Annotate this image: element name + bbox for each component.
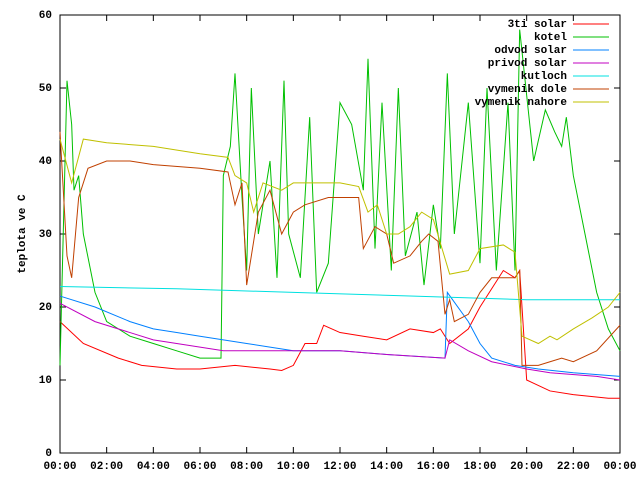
x-tick-label: 08:00 <box>230 461 263 473</box>
x-tick-label: 00:00 <box>603 461 636 473</box>
x-tick-label: 10:00 <box>277 461 310 473</box>
series-line <box>59 286 620 301</box>
y-tick-label: 10 <box>39 375 52 387</box>
x-tick-label: 20:00 <box>510 461 543 473</box>
y-tick-label: 60 <box>39 10 52 22</box>
legend-label: vymenik dole <box>488 84 568 96</box>
y-axis-label: teplota ve C <box>17 194 29 274</box>
series-line <box>59 302 621 381</box>
legend-label: kutloch <box>521 71 567 83</box>
x-tick-label: 06:00 <box>183 461 216 473</box>
legend-label: odvod solar <box>494 45 567 57</box>
legend-label: privod solar <box>488 58 567 70</box>
x-tick-label: 12:00 <box>323 461 356 473</box>
x-tick-label: 02:00 <box>90 461 123 473</box>
y-tick-label: 30 <box>39 229 52 241</box>
y-tick-label: 40 <box>39 156 52 168</box>
x-tick-label: 00:00 <box>43 461 76 473</box>
legend-label: 3ti solar <box>508 19 567 31</box>
x-tick-label: 18:00 <box>463 461 496 473</box>
x-tick-label: 14:00 <box>370 461 403 473</box>
legend-label: kotel <box>534 32 567 44</box>
x-tick-label: 04:00 <box>137 461 170 473</box>
series-line <box>59 29 621 366</box>
y-tick-label: 50 <box>39 83 52 95</box>
y-tick-label: 0 <box>45 448 52 460</box>
legend-label: vymenik nahore <box>475 97 568 109</box>
x-tick-label: 22:00 <box>557 461 590 473</box>
series-line <box>59 131 621 366</box>
series-line <box>59 138 621 345</box>
series-line <box>59 290 621 377</box>
x-tick-label: 16:00 <box>417 461 450 473</box>
series-line <box>59 268 620 399</box>
y-tick-label: 20 <box>39 302 52 314</box>
